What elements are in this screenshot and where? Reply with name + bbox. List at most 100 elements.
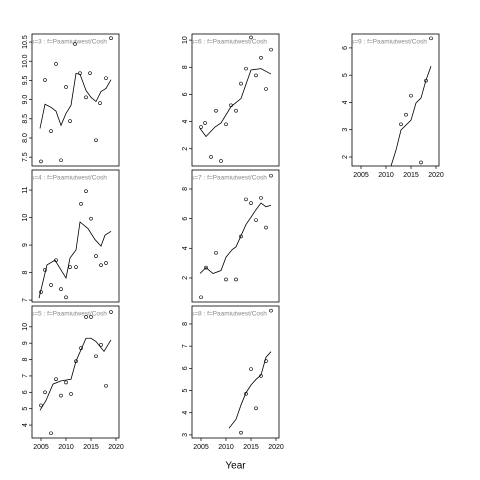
data-point <box>99 263 103 267</box>
strip-label: s=3 : f=Paamiutwest/Cosh <box>31 39 107 46</box>
y-tick-label: 9.5 <box>22 75 29 85</box>
data-point <box>234 108 238 113</box>
data-point <box>39 290 43 294</box>
fit-line <box>228 351 272 429</box>
data-point <box>244 66 248 71</box>
panel-marks <box>228 308 273 435</box>
data-point <box>59 287 63 291</box>
data-point <box>89 315 93 319</box>
data-point <box>84 189 88 193</box>
data-point <box>199 295 203 300</box>
y-tick-label: 4 <box>182 246 189 250</box>
x-tick-label: 2020 <box>268 444 284 451</box>
panel-marks <box>38 189 112 300</box>
data-point <box>43 78 47 82</box>
x-tick-label: 2015 <box>243 444 259 451</box>
fit-line <box>390 66 432 166</box>
y-tick-label: 7.5 <box>22 152 29 162</box>
data-point <box>209 155 213 159</box>
panel-marks <box>39 36 113 164</box>
strip-label: s=7 : f=Paamiutwest/Cosh <box>191 175 267 182</box>
data-point <box>64 85 68 89</box>
data-point <box>249 201 253 205</box>
data-point <box>214 250 218 255</box>
data-point <box>269 47 273 52</box>
y-tick-label: 6 <box>182 366 189 370</box>
panel-frame <box>31 33 120 167</box>
y-tick-label: 8.0 <box>22 133 29 143</box>
data-point <box>254 218 258 222</box>
x-tick-label: 2005 <box>193 444 209 451</box>
y-tick-label: 2 <box>182 147 189 151</box>
data-point <box>59 158 63 163</box>
data-point <box>204 265 208 270</box>
x-axis-label: Year <box>225 461 246 472</box>
data-point <box>99 343 103 347</box>
data-point <box>79 202 83 206</box>
data-point <box>84 315 88 319</box>
data-point <box>264 359 268 363</box>
y-tick-label: 8 <box>182 187 189 191</box>
y-tick-label: 5 <box>182 388 189 392</box>
y-tick-label: 5 <box>342 73 349 77</box>
panel-frame <box>191 33 280 167</box>
data-point <box>74 359 78 363</box>
y-tick-label: 10 <box>22 323 29 331</box>
data-point <box>104 76 108 80</box>
y-tick-label: 11 <box>22 186 29 193</box>
x-tick-label: 2020 <box>428 172 444 179</box>
data-point <box>429 36 433 41</box>
strip-label: s=9 : f=Paamiutwest/Cosh <box>351 39 427 46</box>
strip-label: s=4 : f=Paamiutwest/Cosh <box>31 175 107 182</box>
data-point <box>399 122 403 127</box>
y-tick-label: 2 <box>182 276 189 280</box>
data-point <box>88 71 92 75</box>
x-tick-label: 2005 <box>33 444 49 451</box>
data-point <box>68 265 72 269</box>
panel-frame <box>31 305 120 439</box>
y-tick-label: 6 <box>182 92 189 96</box>
y-tick-label: 7 <box>22 298 29 302</box>
data-point <box>264 87 268 91</box>
data-point <box>49 431 53 436</box>
x-tick-label: 2005 <box>353 172 369 179</box>
fit-line <box>39 73 112 129</box>
panel-frame <box>191 305 280 439</box>
data-point <box>94 138 98 143</box>
y-tick-label: 10.5 <box>22 35 29 49</box>
data-point <box>109 36 113 41</box>
y-tick-label: 4 <box>182 120 189 124</box>
data-point <box>259 374 263 378</box>
data-point <box>224 277 228 282</box>
fit-line <box>38 221 112 299</box>
data-point <box>419 160 423 165</box>
data-point <box>78 71 82 75</box>
y-tick-label: 4 <box>22 423 29 427</box>
fit-line <box>199 202 272 274</box>
y-tick-label: 9 <box>22 341 29 345</box>
y-tick-label: 10.0 <box>22 54 29 68</box>
data-point <box>43 390 47 395</box>
data-point <box>54 377 58 382</box>
y-tick-label: 10 <box>22 214 29 222</box>
y-tick-label: 6 <box>182 217 189 221</box>
data-point <box>54 258 58 263</box>
data-point <box>214 108 218 113</box>
strip-label: s=6 : f=Paamiutwest/Cosh <box>191 39 267 46</box>
y-tick-label: 9 <box>22 243 29 247</box>
y-tick-label: 3 <box>342 128 349 132</box>
y-tick-label: 4 <box>182 411 189 415</box>
data-point <box>224 122 228 127</box>
data-point <box>249 35 253 40</box>
strip-label: s=8 : f=Paamiutwest/Cosh <box>191 311 267 318</box>
y-tick-label: 4 <box>342 100 349 104</box>
y-tick-label: 9.0 <box>22 95 29 105</box>
data-point <box>269 308 273 313</box>
data-point <box>73 42 77 46</box>
data-point <box>64 380 68 385</box>
y-tick-label: 7 <box>22 374 29 378</box>
data-point <box>404 112 408 117</box>
data-point <box>104 261 108 265</box>
panel-frame <box>31 169 120 303</box>
